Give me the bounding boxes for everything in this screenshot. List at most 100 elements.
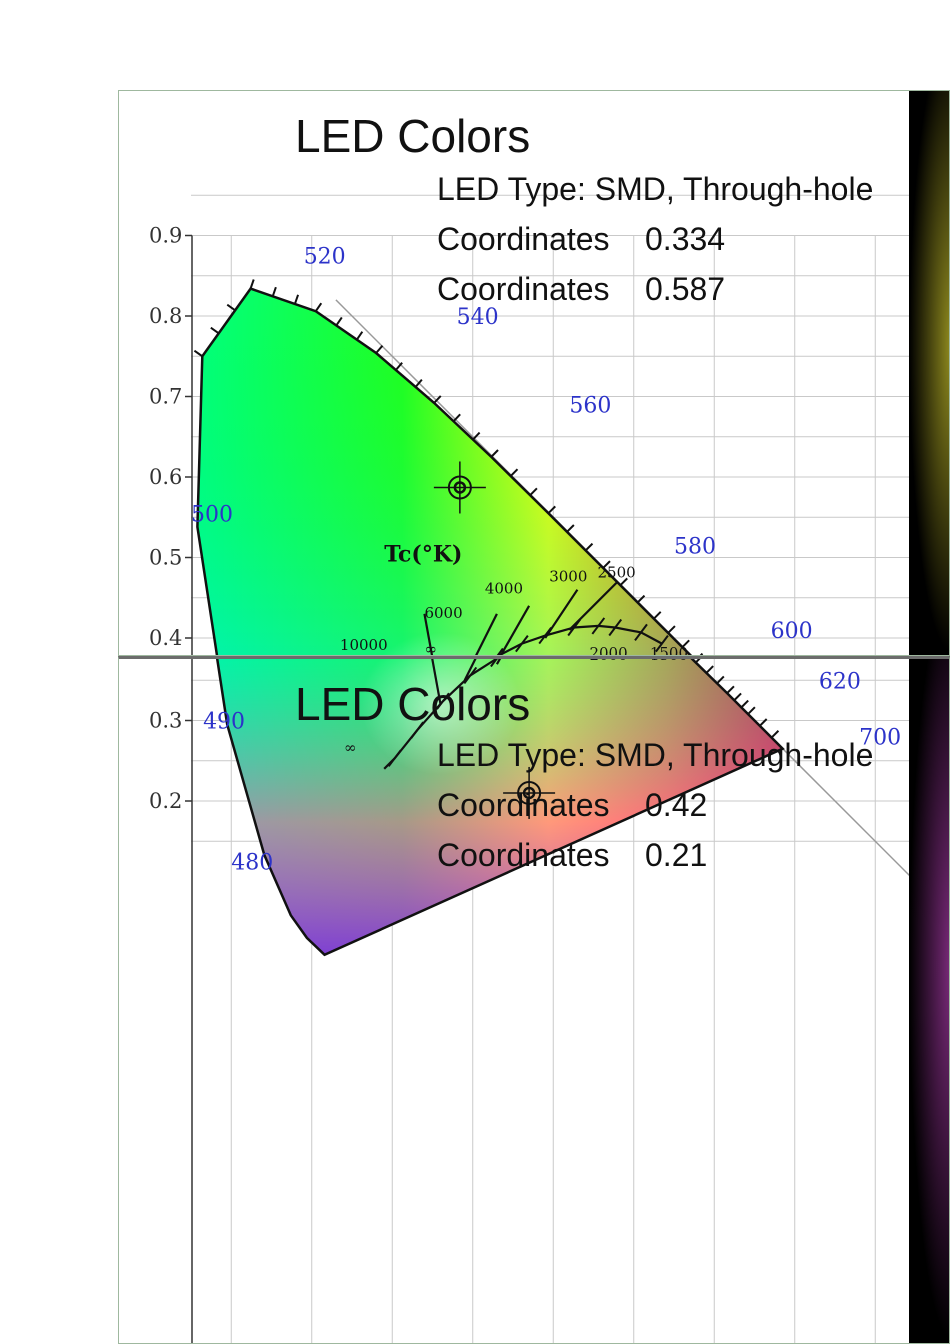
- locus-tick: [490, 449, 499, 458]
- cct-label-infinity: ∞: [344, 739, 357, 757]
- y-tick-label: 0.4: [149, 626, 182, 650]
- selected-coordinate-marker: [503, 766, 556, 819]
- planckian-tick: [591, 617, 606, 635]
- wavelength-label-620: 620: [819, 669, 861, 694]
- cct-label-2500: 2500: [598, 564, 636, 582]
- cct-label-10000: 10000: [340, 636, 388, 654]
- locus-tick: [529, 487, 538, 496]
- locus-tick: [699, 652, 704, 655]
- y-tick-label: 0.9: [149, 224, 182, 248]
- locus-tick: [726, 685, 735, 694]
- isotemperature-line: [463, 659, 477, 681]
- planckian-tick: [496, 647, 504, 655]
- wavelength-label-700: 700: [859, 726, 901, 751]
- locus-tick: [335, 316, 343, 326]
- wavelength-label-580: 580: [674, 534, 716, 559]
- led-preview-1: [909, 91, 949, 655]
- locus-tick: [249, 279, 255, 289]
- planckian-tick: [515, 635, 529, 653]
- led-type-label: LED Type: SMD, Through-hole: [437, 737, 874, 773]
- y-tick-label: 0.2: [149, 789, 182, 813]
- locus-tick: [452, 413, 461, 422]
- y-tick-label: 0.3: [149, 709, 182, 733]
- led-type-label: LED Type: SMD, Through-hole: [437, 171, 874, 207]
- coordinate-y-value: 0.21: [645, 837, 708, 873]
- locus-tick: [414, 378, 423, 388]
- locus-tick: [566, 524, 575, 533]
- isotemperature-line: [544, 589, 579, 639]
- locus-tick: [271, 286, 277, 297]
- cct-label-infinity: ∞: [424, 640, 437, 656]
- wavelength-label-560: 560: [569, 394, 611, 419]
- cie-chart-panel-2: 0.90.80.70.60.50.40.30.25205405605005806…: [118, 656, 950, 1344]
- cct-label-2000: 2000: [589, 644, 627, 656]
- coordinate-y-row: Coordinates 0.587: [437, 271, 726, 307]
- cie-chromaticity-diagram-2: 0.90.80.70.60.50.40.30.25205405605005806…: [149, 659, 917, 1343]
- y-tick-label: 0.5: [149, 546, 182, 570]
- locus-tick: [681, 639, 690, 648]
- locus-tick: [733, 692, 742, 701]
- y-tick-label: 0.7: [149, 385, 182, 409]
- chart-title: LED Colors: [295, 678, 531, 730]
- tc-label: Tc(°K): [384, 542, 462, 568]
- y-tick-label: 0.6: [149, 465, 182, 489]
- planckian-tick: [410, 721, 425, 739]
- coordinate-y-value: 0.587: [645, 271, 726, 307]
- planckian-tick: [436, 692, 450, 710]
- coordinate-x-row: Coordinates 0.334: [437, 221, 726, 257]
- locus-tick: [375, 345, 384, 354]
- cct-label-6000: 6000: [424, 604, 462, 622]
- locus-tick: [716, 675, 725, 685]
- y-tick-label: 0.8: [149, 304, 182, 328]
- locus-tick: [395, 362, 403, 371]
- planckian-tick: [463, 666, 478, 685]
- locus-tick: [193, 349, 203, 358]
- locus-tick: [356, 331, 364, 341]
- locus-tick: [747, 706, 756, 715]
- locus-tick: [584, 542, 594, 552]
- wavelength-label-480: 480: [231, 850, 273, 875]
- locus-tick: [602, 560, 611, 569]
- planckian-tick: [634, 623, 648, 641]
- locus-tick: [759, 718, 768, 727]
- locus-tick: [314, 302, 323, 312]
- diagonal-line: [691, 659, 917, 883]
- spectral-locus-outline: [196, 287, 692, 655]
- locus-tick: [667, 625, 676, 634]
- cct-label-2000: 2000: [589, 659, 627, 664]
- cct-label-3000: 3000: [549, 568, 587, 586]
- locus-tick: [293, 294, 300, 305]
- cct-label-4000: 4000: [485, 580, 523, 598]
- locus-tick: [547, 505, 556, 514]
- coordinate-x-value: 0.42: [645, 787, 708, 823]
- planckian-tick: [655, 635, 669, 653]
- locus-tick: [770, 730, 780, 739]
- white-point-glow: [381, 632, 500, 655]
- cct-label-infinity: ∞: [424, 659, 437, 660]
- locus-tick: [226, 303, 236, 312]
- cie-chart-panel-1: 0.90.80.70.60.50.40.35205405605005806006…: [118, 90, 950, 656]
- locus-tick: [210, 326, 220, 335]
- isotemperature-line: [475, 613, 498, 655]
- locus-tick: [619, 577, 628, 586]
- spectral-locus-outline: [215, 659, 785, 957]
- cct-label-1500: 1500: [650, 659, 688, 664]
- spectral-locus-shade: [217, 659, 783, 955]
- wavelength-label-490: 490: [203, 710, 245, 735]
- locus-tick: [636, 594, 646, 604]
- isotemperature-line: [499, 605, 531, 655]
- coordinate-x-value: 0.334: [645, 221, 726, 257]
- led-preview-2: [909, 659, 949, 1343]
- locus-tick: [472, 431, 481, 441]
- locus-tick: [433, 395, 442, 404]
- locus-tick: [509, 468, 519, 477]
- planckian-tick: [608, 618, 623, 637]
- white-point-glow: [360, 659, 521, 775]
- coordinate-x-row: Coordinates 0.42: [437, 787, 708, 823]
- spectral-locus-shade: [197, 288, 691, 655]
- wavelength-label-520: 520: [304, 245, 346, 270]
- locus-tick: [653, 611, 662, 620]
- isotemperature-line: [568, 580, 619, 631]
- planckian-tick: [490, 659, 498, 668]
- locus-tick: [705, 665, 714, 674]
